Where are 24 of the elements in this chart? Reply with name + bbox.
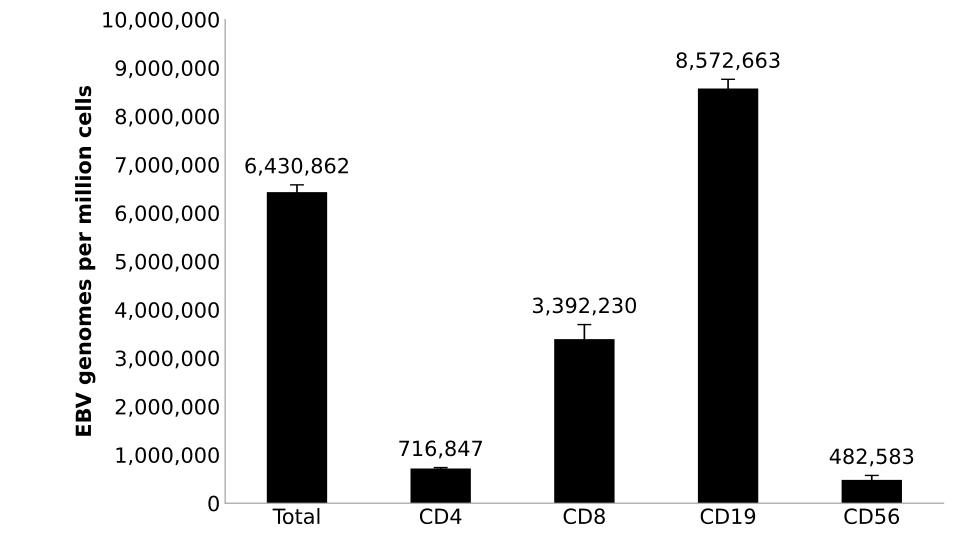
y-tick-label: 4,000,000 (115, 302, 219, 320)
y-tick-label: 6,000,000 (116, 205, 219, 224)
data-label: 3,392,230 (532, 298, 636, 316)
y-tick-label: 7,000,000 (116, 157, 219, 175)
y-tick-label: 0 (208, 496, 219, 512)
y-tick-label: 5,000,000 (116, 254, 219, 272)
y-tick-label: 1,000,000 (116, 447, 219, 466)
x-tick-label: Total (272, 508, 320, 524)
data-label: 716,847 (399, 440, 482, 458)
data-label: 482,583 (830, 448, 914, 466)
x-tick-label: CD56 (844, 508, 900, 524)
y-axis-title: EBV genomes per million cells (75, 86, 96, 436)
x-tick-label: CD19 (700, 508, 756, 524)
y-tick-label: 8,000,000 (116, 108, 219, 127)
x-tick-label: CD4 (420, 508, 462, 524)
y-tick-label: 9,000,000 (116, 60, 219, 78)
data-label: 8,572,663 (676, 52, 780, 70)
bar (842, 480, 902, 504)
x-tick-label: CD8 (564, 508, 605, 524)
y-tick-label: 3,000,000 (116, 350, 219, 368)
data-label: 6,430,862 (245, 158, 348, 176)
y-tick-label: 10,000,000 (103, 12, 219, 30)
bar (410, 468, 471, 504)
y-tick-label: 2,000,000 (116, 398, 219, 417)
